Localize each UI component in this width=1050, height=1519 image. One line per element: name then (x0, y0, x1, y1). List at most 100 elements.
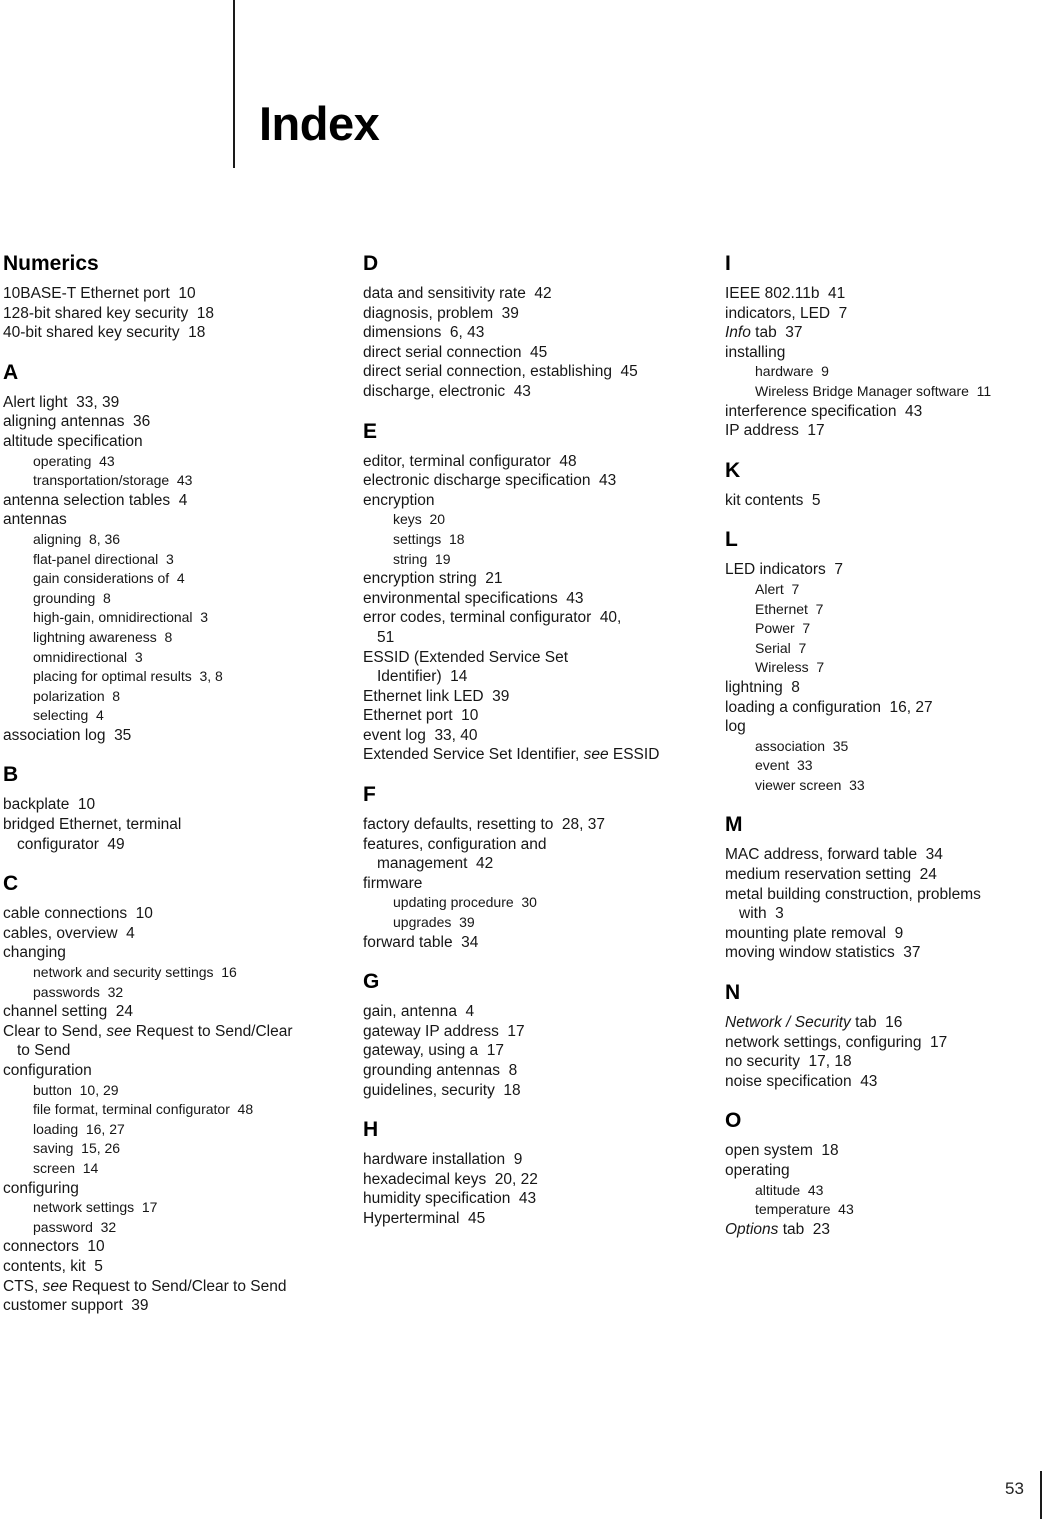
index-entry: customer support 39 (3, 1297, 149, 1315)
index-entry: factory defaults, resetting to 28, 37 (363, 816, 606, 834)
entry-pages: 19 (434, 550, 451, 567)
index-entry: grounding 8 (33, 589, 111, 606)
entry-pages: 10 (461, 707, 479, 725)
index-entry: password 32 (33, 1218, 117, 1235)
entry-pages: 5 (811, 491, 821, 509)
index-entry: CTS, see Request to Send/Clear to Send (3, 1277, 287, 1295)
index-entry: altitude specification (3, 432, 143, 450)
index-column-1: Numerics 10BASE-T Ethernet port 10 128-bit … (3, 252, 335, 1316)
index-entry: data and sensitivity rate 42 (363, 285, 552, 302)
index-entry: electronic discharge specification 43 (363, 472, 617, 490)
index-entry: flat-panel directional 3 (33, 550, 174, 567)
index-entry: grounding antennas 8 (363, 1062, 518, 1079)
entry-pages: 10 (178, 285, 196, 302)
entry-pages: 16 (885, 1014, 903, 1032)
index-entry: interference specification 43 (725, 402, 923, 420)
entry-pages: 37 (785, 324, 803, 342)
index-entry: mounting plate removal 9 (725, 924, 904, 942)
entry-pages: 42 (534, 285, 552, 302)
entry-pages: 24 (115, 1003, 134, 1021)
index-entry: open system 18 (725, 1142, 839, 1160)
index-entry: hardware 9 (755, 363, 829, 380)
index-entry: IP address 17 (725, 422, 825, 440)
index-entry: event log 33, 40 (363, 726, 478, 744)
index-entry: event 33 (755, 757, 813, 774)
index-entry: firmware (363, 874, 423, 892)
index-entry: button 10, 29 (33, 1081, 119, 1098)
index-entry: 10BASE-T Ethernet port 10 (3, 285, 196, 302)
entry-pages: 10 (87, 1238, 105, 1256)
entry-pages: 4 (465, 1003, 475, 1021)
index-entry: Info tab 37 (725, 324, 803, 342)
entry-pages: 14 (82, 1159, 99, 1176)
index-entry: Network / Security tab 16 (725, 1014, 903, 1032)
entry-pages: 9 (821, 363, 829, 380)
entry-pages: 4 (178, 491, 188, 509)
index-entry: Wireless 7 (755, 659, 825, 676)
entry-pages: 23 (812, 1220, 831, 1238)
entry-pages: 8 (508, 1062, 518, 1079)
entry-pages: 21 (485, 570, 503, 588)
entry-pages: 45 (530, 343, 548, 361)
index-entry: error codes, terminal configurator 40, 51 (363, 609, 622, 646)
entry-pages: 43 (513, 382, 531, 400)
entry-pages: 8 (102, 589, 111, 606)
index-entry: discharge, electronic 43 (363, 382, 531, 400)
index-entry: ESSID (Extended Service Set Identifier) 14 (363, 648, 569, 686)
entry-pages: 8, 36 (88, 530, 121, 547)
entry-pages: 43 (860, 1072, 878, 1090)
index-entry: 40-bit shared key security 18 (3, 324, 206, 342)
section-heading-m: M (725, 813, 743, 837)
entry-pages: 15, 26 (81, 1140, 121, 1157)
entry-pages: 17, 18 (808, 1053, 852, 1071)
entry-pages: 34 (461, 933, 479, 951)
entry-pages: 48 (237, 1101, 254, 1118)
index-entry: noise specification 43 (725, 1072, 878, 1090)
index-entry: LED indicators 7 (725, 561, 843, 579)
entry-pages: 48 (559, 452, 577, 470)
entry-pages: 43 (566, 589, 584, 607)
index-entry: Ethernet port 10 (363, 707, 479, 725)
index-entry: Extended Service Set Identifier, see ESS… (363, 746, 660, 764)
index-entry: configuring (3, 1179, 79, 1197)
entry-pages: 4 (126, 924, 135, 942)
entry-pages: 7 (802, 620, 811, 637)
entry-pages: 3, 8 (199, 668, 223, 685)
index-entry: Wireless Bridge Manager software 11 (755, 382, 992, 399)
entry-pages: 33 (849, 776, 865, 793)
entry-pages: 16 (221, 964, 237, 981)
index-entry: passwords 32 (33, 983, 124, 1000)
index-entry: humidity specification 43 (363, 1190, 537, 1208)
entry-pages: 20 (429, 511, 446, 528)
entry-pages: 7 (816, 659, 825, 676)
index-entry: guidelines, security 18 (363, 1081, 521, 1099)
index-entry: direct serial connection, establishing 45 (363, 363, 638, 381)
entry-pages: 45 (620, 363, 638, 381)
entry-pages: 33 (796, 757, 813, 774)
entry-pages: 11 (976, 382, 992, 399)
entry-pages: 49 (107, 835, 125, 853)
entry-pages: 7 (815, 600, 824, 617)
entry-pages: 16, 27 (85, 1120, 125, 1137)
index-entry: operating 43 (33, 452, 115, 469)
entry-pages: 34 (925, 846, 943, 864)
entry-pages: 17 (929, 1033, 948, 1051)
index-entry: no security 17, 18 (725, 1053, 852, 1071)
section-heading-g: G (363, 970, 380, 994)
index-entry: temperature 43 (755, 1201, 854, 1218)
section-heading-k: K (725, 458, 741, 482)
index-entry: hardware installation 9 (363, 1151, 523, 1169)
entry-pages: 3 (134, 648, 143, 665)
entry-pages: 32 (100, 1218, 117, 1235)
entry-pages: 33, 39 (76, 393, 120, 411)
index-entry: loading 16, 27 (33, 1120, 125, 1137)
index-entry: IEEE 802.11b 41 (725, 285, 846, 302)
entry-pages: 43 (838, 1201, 854, 1218)
entry-pages: 24 (919, 866, 937, 884)
entry-pages: 35 (832, 737, 849, 754)
section-heading-b: B (3, 763, 19, 787)
page-number: 53 (1005, 1479, 1024, 1498)
entry-pages: 43 (807, 1181, 824, 1198)
index-entry: configuration (3, 1062, 92, 1079)
index-entry: Alert 7 (755, 580, 800, 597)
